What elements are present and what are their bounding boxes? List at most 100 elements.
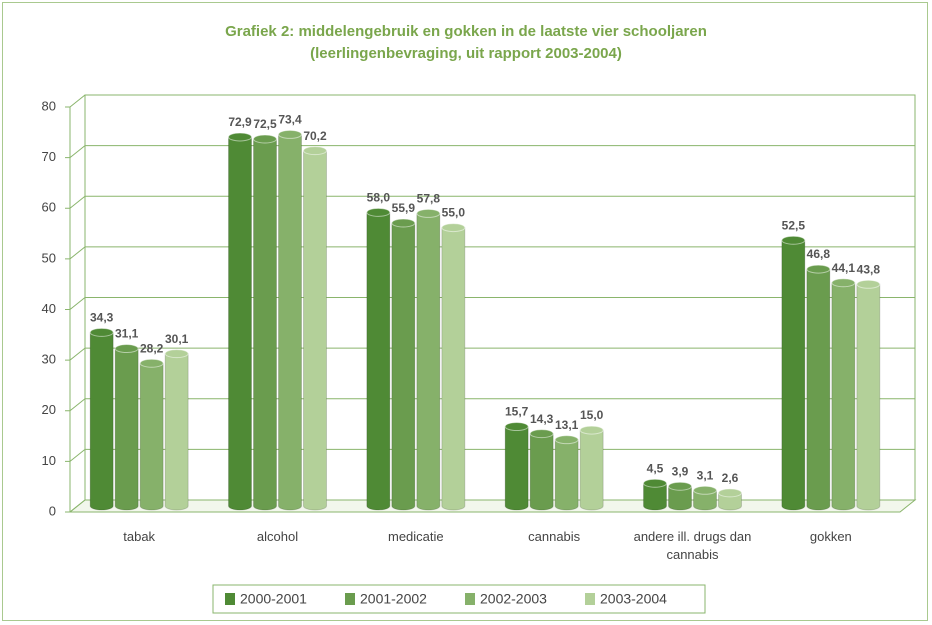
bar-top xyxy=(554,435,579,445)
y-tick-label: 70 xyxy=(42,149,56,164)
bar-top xyxy=(643,478,667,488)
bar xyxy=(441,227,466,511)
bar xyxy=(164,353,189,511)
grid-line xyxy=(69,94,915,108)
value-label: 55,9 xyxy=(392,201,416,215)
bar-top xyxy=(253,134,277,144)
value-label: 52,5 xyxy=(782,218,806,232)
bar-top xyxy=(806,264,831,274)
y-tick-label: 20 xyxy=(42,402,56,417)
bar xyxy=(416,212,441,511)
bar-top xyxy=(366,207,391,217)
bar-top xyxy=(391,218,416,228)
bar xyxy=(693,489,717,511)
x-tick-label: gokken xyxy=(809,529,852,544)
value-label: 3,9 xyxy=(672,464,689,478)
value-label: 28,2 xyxy=(140,341,164,355)
grid-line xyxy=(69,499,915,513)
grid-line xyxy=(69,297,915,310)
x-tick-label: alcohol xyxy=(256,529,299,544)
x-tick-label: medicatie xyxy=(388,529,444,544)
bar xyxy=(366,211,391,511)
bar xyxy=(856,283,881,511)
bar-top xyxy=(278,129,302,139)
legend-swatch xyxy=(345,593,355,605)
value-label: 73,4 xyxy=(278,113,302,127)
value-label: 44,1 xyxy=(832,261,856,275)
legend-label: 2001-2002 xyxy=(360,591,427,607)
value-label: 4,5 xyxy=(647,461,664,475)
bar xyxy=(89,331,114,511)
value-label: 46,8 xyxy=(807,247,831,261)
legend-label: 2002-2003 xyxy=(480,591,547,607)
bar-top xyxy=(504,422,529,432)
x-tick-label: andere ill. drugs dan cannabis xyxy=(633,529,752,562)
bar xyxy=(781,239,806,511)
chart-title: Grafiek 2: middelengebruik en gokken in … xyxy=(225,23,707,40)
bar-top xyxy=(668,481,692,491)
legend-swatch xyxy=(585,593,595,605)
bar xyxy=(303,150,327,511)
bar xyxy=(278,133,302,511)
bar-top xyxy=(718,488,742,498)
grid-line xyxy=(69,448,915,462)
chart-subtitle: (leerlingenbevraging, uit rapport 2003-2… xyxy=(310,45,622,62)
value-label: 55,0 xyxy=(442,206,466,220)
bar-top xyxy=(303,146,327,156)
value-label: 43,8 xyxy=(857,262,881,276)
legend-label: 2000-2001 xyxy=(240,591,307,607)
bar-top xyxy=(89,327,114,337)
value-label: 34,3 xyxy=(90,311,114,325)
y-tick-label: 30 xyxy=(42,352,56,367)
value-label: 3,1 xyxy=(697,468,714,482)
legend-swatch xyxy=(465,593,475,605)
value-label: 15,0 xyxy=(580,408,604,422)
x-tick-label: tabak xyxy=(123,529,156,544)
y-tick-label: 10 xyxy=(42,453,56,468)
bar-top xyxy=(781,235,806,245)
bar xyxy=(139,362,164,511)
y-tick-label: 40 xyxy=(42,301,56,316)
legend-label: 2003-2004 xyxy=(600,591,667,607)
bar xyxy=(529,433,554,511)
bar-top xyxy=(529,429,554,439)
grid-line xyxy=(69,398,915,412)
value-label: 58,0 xyxy=(367,191,391,205)
y-tick-label: 50 xyxy=(42,250,56,265)
grid-line xyxy=(69,246,915,260)
legend-box xyxy=(212,584,706,614)
value-label: 2,6 xyxy=(722,471,739,485)
value-label: 15,7 xyxy=(505,405,529,419)
bar-top xyxy=(441,223,466,233)
bar xyxy=(228,136,252,511)
legend-swatch xyxy=(225,593,235,605)
bar-top xyxy=(856,279,881,289)
bar xyxy=(114,348,139,511)
bar xyxy=(253,138,277,511)
bar xyxy=(504,426,529,511)
bar-top xyxy=(139,358,164,368)
value-label: 72,9 xyxy=(228,115,252,129)
value-label: 30,1 xyxy=(165,332,189,346)
bar xyxy=(718,492,742,511)
y-tick-label: 60 xyxy=(42,200,56,215)
bar-top xyxy=(164,349,189,359)
bar xyxy=(391,222,416,511)
y-tick-label: 0 xyxy=(49,503,56,518)
bar-top xyxy=(579,425,604,435)
bar xyxy=(806,268,831,511)
value-label: 13,1 xyxy=(555,418,579,432)
bar-top xyxy=(114,344,139,354)
grid-line xyxy=(69,145,915,159)
bar xyxy=(668,485,692,511)
value-label: 72,5 xyxy=(253,117,277,131)
bar xyxy=(554,439,579,511)
value-label: 14,3 xyxy=(530,412,554,426)
x-tick-label: cannabis xyxy=(528,529,581,544)
value-label: 31,1 xyxy=(115,327,139,341)
bar-top xyxy=(416,208,441,218)
grid-line xyxy=(69,347,915,361)
bar xyxy=(831,282,856,511)
